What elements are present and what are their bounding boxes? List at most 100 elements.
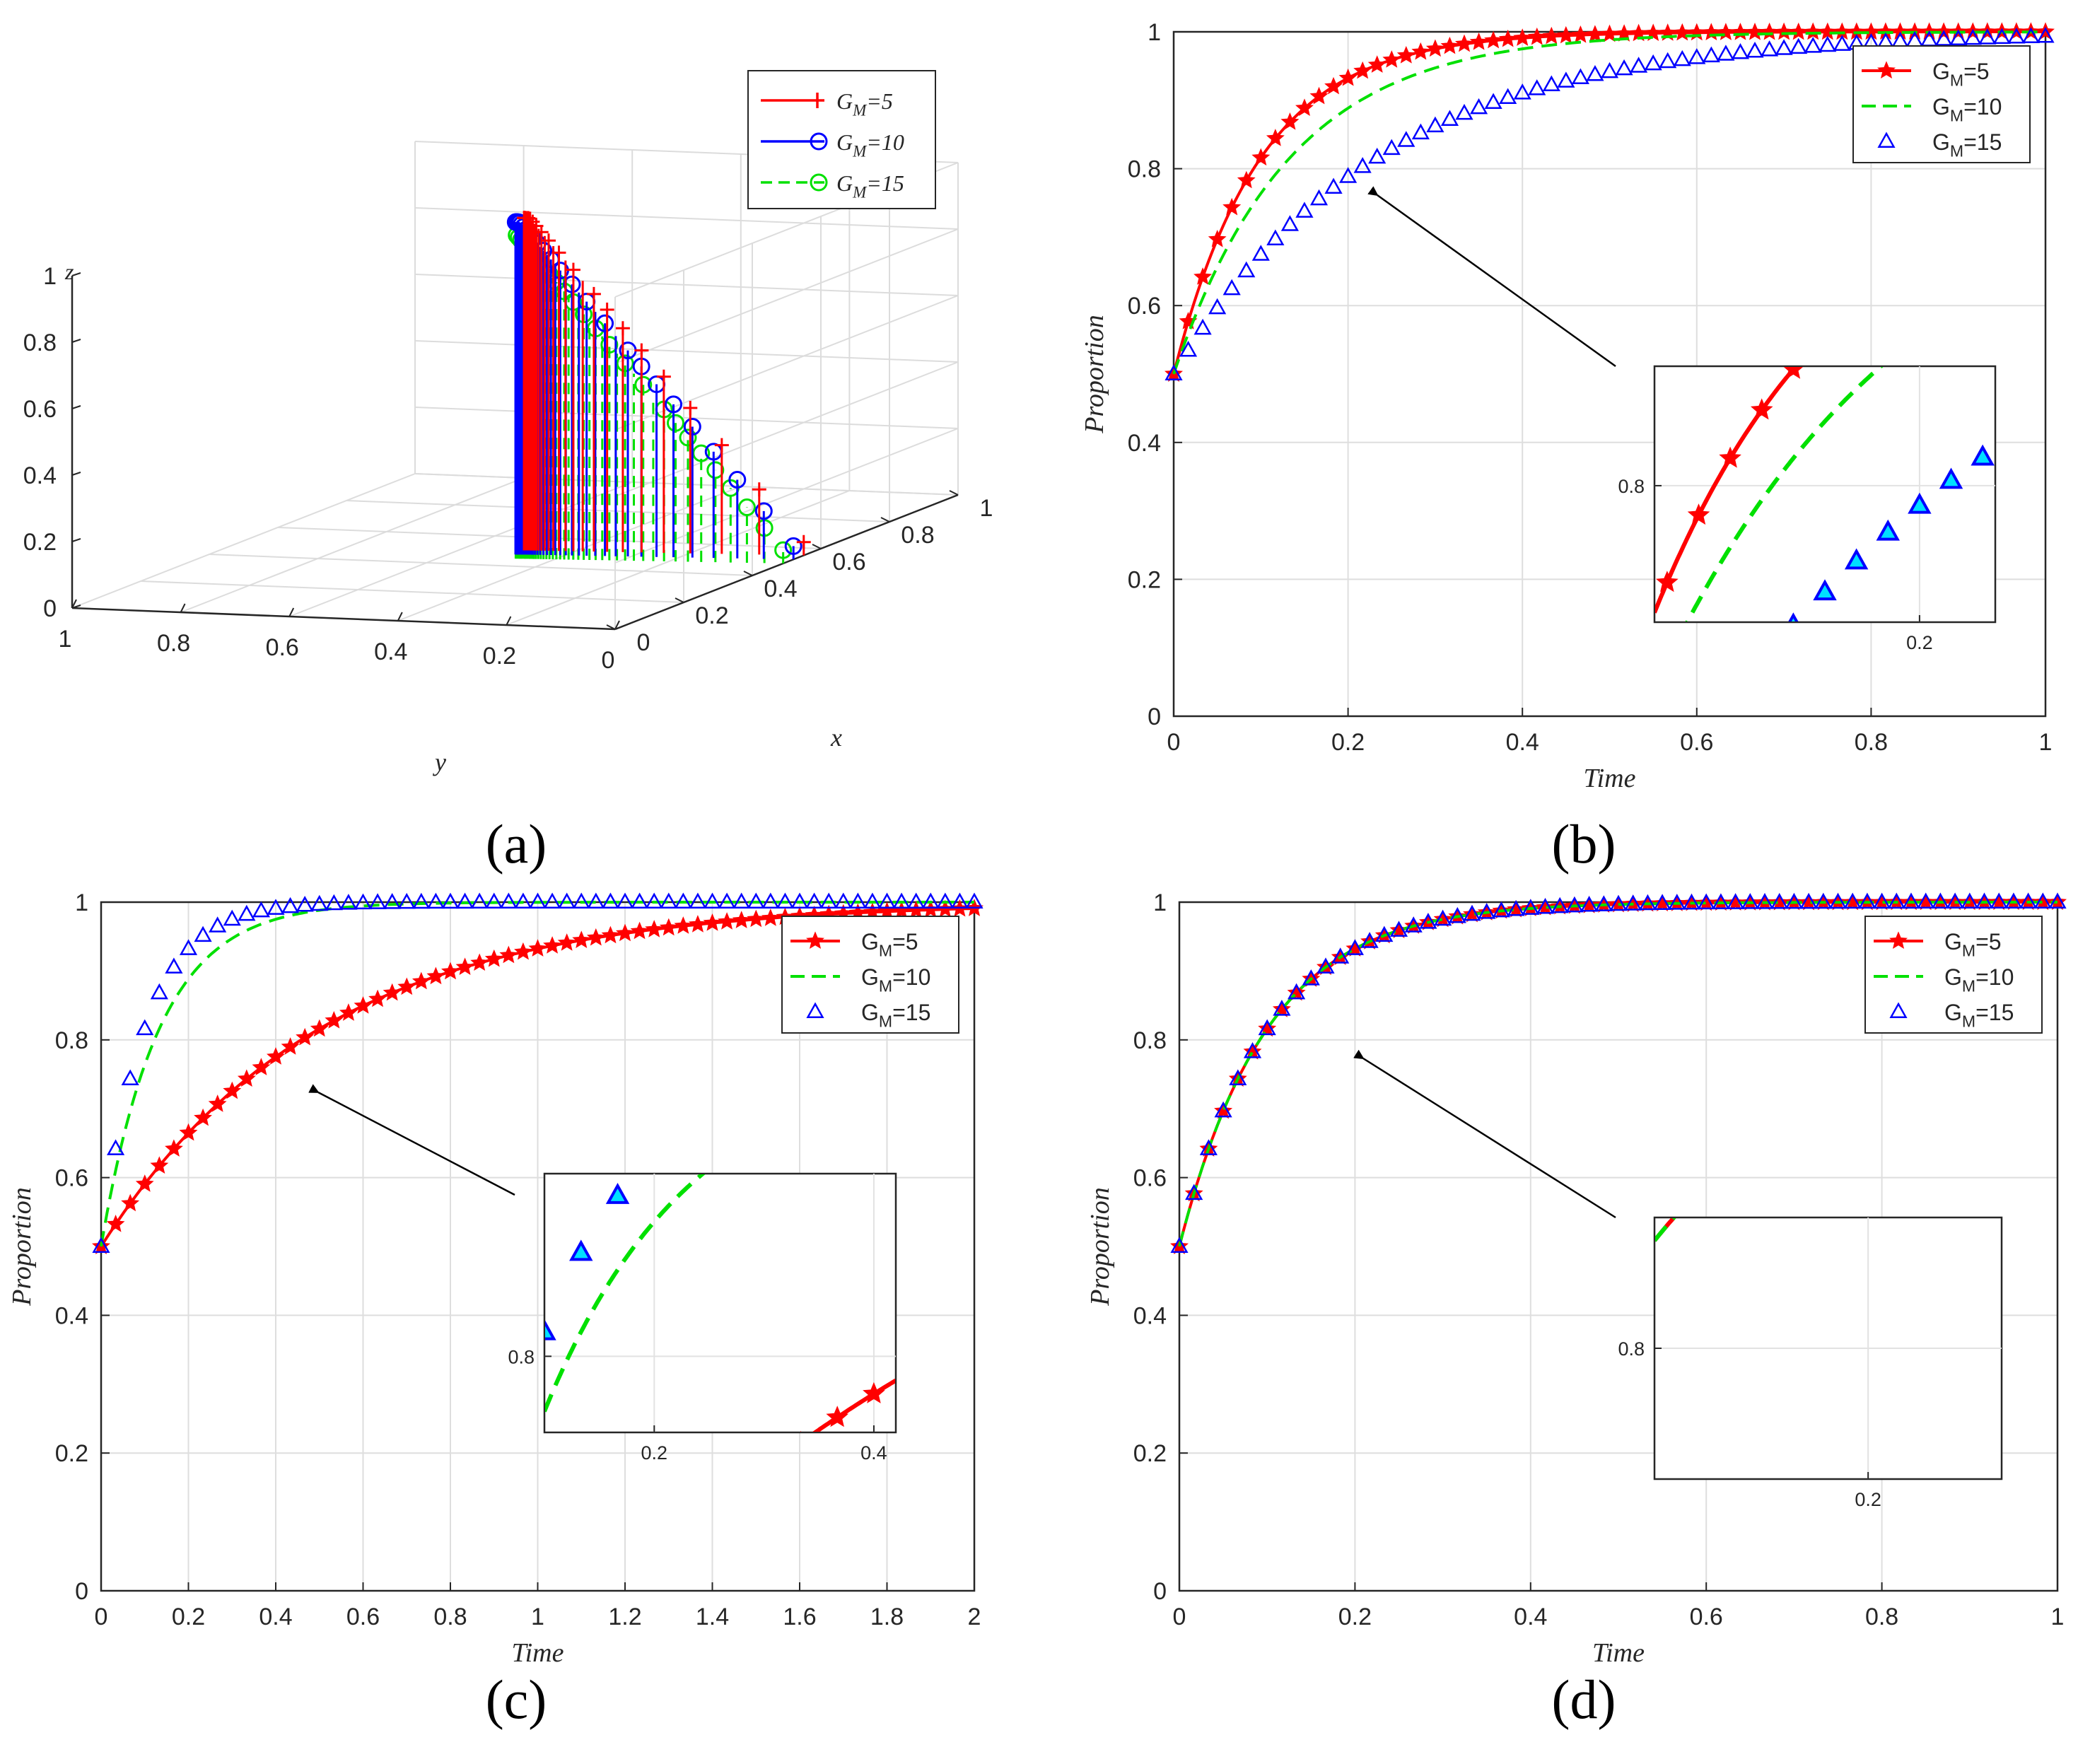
y-tick bbox=[397, 612, 403, 621]
star-marker bbox=[1251, 148, 1271, 166]
star-marker bbox=[484, 949, 503, 967]
x-tick-label: 1 bbox=[2051, 1604, 2065, 1630]
y-tick-label: 0 bbox=[1153, 1578, 1167, 1605]
y-axis-label: Proportion bbox=[1080, 315, 1109, 434]
triangle-marker bbox=[761, 892, 780, 909]
z-tick-label: 0 bbox=[43, 595, 57, 622]
triangle-marker bbox=[107, 1139, 125, 1155]
star-marker bbox=[514, 942, 532, 960]
triangle-marker bbox=[1785, 892, 1803, 909]
triangle-marker bbox=[1978, 28, 1997, 45]
star-marker bbox=[383, 983, 402, 1001]
triangle-marker bbox=[2036, 27, 2055, 43]
star-marker bbox=[1818, 22, 1837, 40]
triangle-marker bbox=[1717, 45, 1735, 61]
series-markers-G_M=15 bbox=[1170, 892, 2067, 1253]
inset-star-marker bbox=[1750, 398, 1773, 420]
x-tick-label: 1.4 bbox=[696, 1604, 729, 1630]
star-marker bbox=[397, 977, 416, 995]
star-marker bbox=[718, 912, 736, 930]
star-marker bbox=[1600, 24, 1619, 42]
y-tick-label: 0.8 bbox=[157, 630, 190, 657]
x-tick-label: 0.8 bbox=[901, 522, 934, 549]
triangle-marker bbox=[194, 925, 212, 942]
y-axis-label: Proportion bbox=[7, 1187, 37, 1307]
triangle-marker bbox=[1170, 1237, 1189, 1253]
triangle-marker bbox=[1746, 41, 1764, 58]
x-tick-label: 0.2 bbox=[1338, 1604, 1372, 1630]
legend-label: GM=5 bbox=[1932, 59, 1990, 90]
y-tick-label: 0.4 bbox=[1133, 1302, 1167, 1329]
legend-label-sub: M bbox=[879, 942, 892, 960]
triangle-marker bbox=[1902, 892, 1920, 909]
z-axis-label: z bbox=[64, 259, 74, 284]
triangle-marker bbox=[136, 1019, 154, 1036]
legend-triangle-marker bbox=[1889, 1002, 1908, 1018]
star-marker bbox=[1556, 25, 1575, 44]
star-marker bbox=[1214, 1101, 1233, 1119]
triangle-marker bbox=[819, 892, 838, 909]
legend-label-sub: M bbox=[852, 142, 868, 160]
legend-label-base: G bbox=[1944, 964, 1962, 990]
legend-label-sub: M bbox=[1950, 71, 1963, 90]
star-marker bbox=[1425, 39, 1444, 57]
x-axis-label: x bbox=[830, 723, 842, 752]
floor-gridline bbox=[346, 500, 890, 522]
floor-gridline bbox=[71, 473, 416, 609]
stem-plus-marker bbox=[796, 535, 811, 549]
triangle-marker bbox=[1434, 909, 1452, 926]
legend-circle-marker bbox=[810, 173, 828, 192]
triangle-marker bbox=[1949, 29, 1968, 46]
series-markers-G_M=15 bbox=[92, 892, 983, 1253]
star-marker bbox=[630, 921, 649, 940]
triangle-marker bbox=[907, 892, 926, 909]
star-marker bbox=[1208, 230, 1227, 247]
z-tick-label: 0.8 bbox=[23, 329, 57, 356]
star-marker bbox=[1484, 30, 1503, 49]
star-marker bbox=[645, 920, 664, 938]
triangle-marker bbox=[1760, 40, 1779, 57]
triangle-marker bbox=[689, 892, 707, 909]
triangle-marker bbox=[1580, 896, 1599, 912]
legend-label: GM=10 bbox=[861, 964, 930, 995]
star-marker bbox=[1396, 45, 1416, 64]
triangle-marker bbox=[747, 892, 765, 909]
legend-label-sub: M bbox=[879, 977, 892, 995]
triangle-marker bbox=[1712, 893, 1730, 909]
star-marker bbox=[615, 923, 635, 942]
inset-y-tick-label: 0.8 bbox=[508, 1346, 535, 1367]
triangle-marker bbox=[1702, 46, 1720, 63]
stem-plus-marker bbox=[656, 369, 671, 384]
legend-star-marker bbox=[1876, 61, 1896, 78]
triangle-marker bbox=[1324, 177, 1343, 194]
star-marker bbox=[267, 1047, 285, 1065]
triangle-marker bbox=[92, 1237, 110, 1253]
legend-label-sub: M bbox=[1962, 942, 1975, 960]
legend-label-base: G bbox=[1944, 1000, 1962, 1025]
triangle-marker bbox=[1770, 892, 1789, 909]
legend-label-base: G bbox=[861, 964, 879, 990]
star-marker bbox=[470, 953, 489, 971]
legend-label-tail: =10 bbox=[1975, 964, 2014, 990]
star-marker bbox=[1411, 42, 1430, 60]
triangle-marker bbox=[1775, 39, 1793, 55]
star-marker bbox=[1309, 86, 1329, 105]
star-marker bbox=[1770, 892, 1789, 911]
triangle-marker bbox=[1317, 957, 1335, 974]
inset-triangle-marker bbox=[1908, 492, 1932, 514]
triangle-marker bbox=[1542, 75, 1560, 92]
triangle-marker bbox=[1222, 279, 1241, 296]
triangle-marker bbox=[1528, 79, 1546, 95]
star-marker bbox=[1454, 34, 1474, 52]
star-marker bbox=[194, 1108, 212, 1126]
x-axis-label: Time bbox=[1592, 1638, 1645, 1668]
y-tick-label: 0.4 bbox=[1128, 430, 1161, 457]
y-tick-label: 0.8 bbox=[1133, 1027, 1167, 1054]
inset-triangle-marker bbox=[1658, 775, 1677, 792]
triangle-marker bbox=[456, 892, 474, 909]
y-tick-label: 0.2 bbox=[55, 1440, 88, 1467]
stem-circle-marker bbox=[774, 541, 793, 559]
triangle-marker bbox=[2007, 28, 2026, 44]
star-marker bbox=[703, 913, 722, 931]
legend-label: GM=10 bbox=[1932, 94, 2002, 125]
